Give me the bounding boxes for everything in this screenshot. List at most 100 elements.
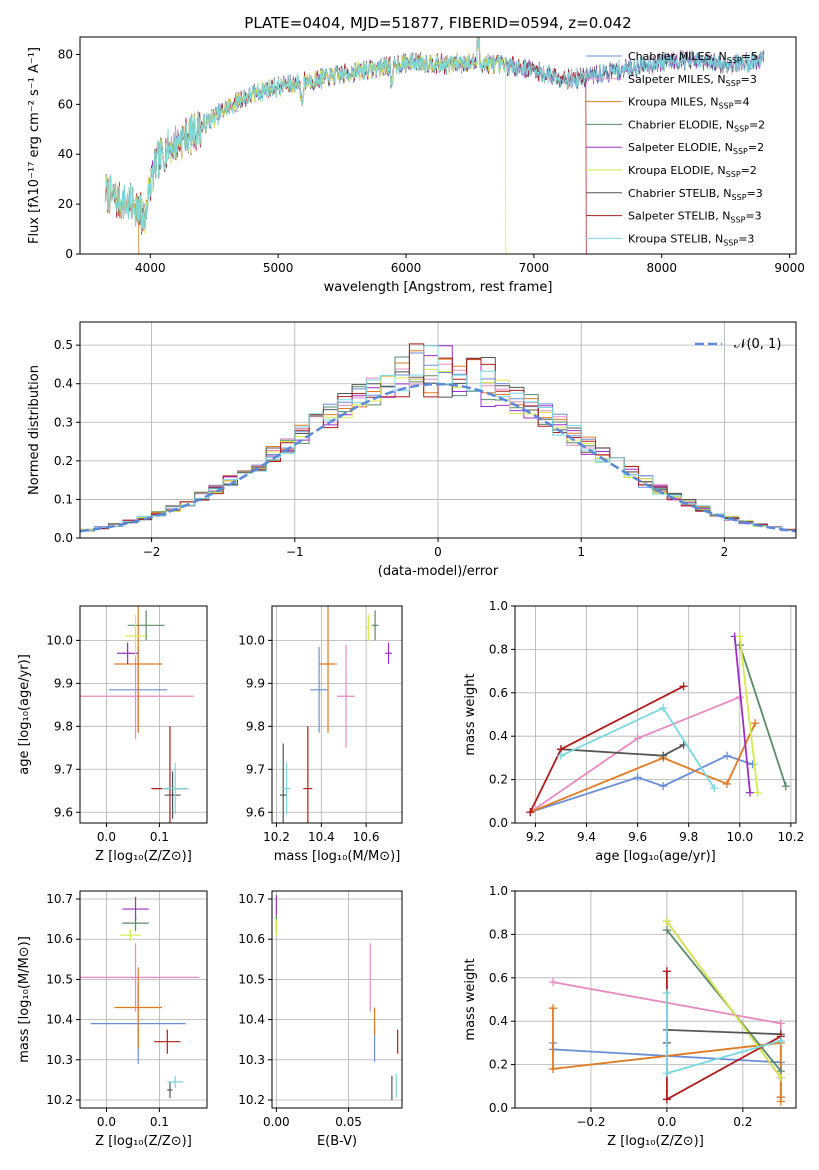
age-weight-xtick-label: 10.0 <box>726 830 753 844</box>
ebv-mass-ytick-label: 10.4 <box>238 1013 265 1027</box>
age-weight-series-line <box>529 722 756 813</box>
z-age-plot-area <box>80 606 194 823</box>
residuals-frame <box>79 321 797 539</box>
z-mass-xlabel: Z [log₁₀(Z/Z⊙)] <box>95 1134 192 1149</box>
spectrum-legend-label: Chabrier STELIB, NSSP=3 <box>628 187 763 202</box>
residuals-plot-area <box>80 343 796 533</box>
residuals-xtick-label: −2 <box>143 545 161 559</box>
age-weight-point-marker <box>633 734 642 743</box>
spectrum-legend-label: Chabrier ELODIE, NSSP=2 <box>628 118 765 133</box>
spectrum-plot-area <box>105 37 765 254</box>
z-mass-frame <box>79 890 208 1109</box>
age-weight-ytick-label: 0.2 <box>489 773 508 787</box>
z-weight-point-marker <box>776 1036 785 1045</box>
age-weight-point-marker <box>710 784 719 793</box>
spectrum-ytick-label: 40 <box>58 147 73 161</box>
z-age-ylabel: age [log₁₀(age/yr)] <box>17 654 32 775</box>
age-weight-xtick-label: 9.2 <box>526 830 545 844</box>
age-weight-ylabel: mass weight <box>463 673 478 755</box>
spectrum-legend-label: Kroupa MILES, NSSP=4 <box>628 96 750 111</box>
z-weight-series-line <box>666 971 782 1101</box>
mass-age-ytick-label: 10.0 <box>238 633 265 647</box>
mass-age-xtick-label: 10.4 <box>308 830 335 844</box>
age-weight-plot-area <box>526 632 790 817</box>
age-weight-point-marker <box>633 773 642 782</box>
normal-curve <box>80 382 796 533</box>
z-age-xtick-label: 0.0 <box>97 830 116 844</box>
age-weight-point-marker <box>659 703 668 712</box>
z-weight-xlabel: Z [log₁₀(Z/Z⊙)] <box>607 1134 704 1149</box>
residuals-ytick-label: 0.1 <box>54 492 73 506</box>
z-mass-xtick-label: 0.0 <box>97 1115 116 1129</box>
spectrum-xtick-label: 9000 <box>774 261 805 275</box>
ebv-mass-xtick-label: 0.00 <box>263 1115 290 1129</box>
ebv-mass-ytick-label: 10.2 <box>238 1093 265 1107</box>
ebv-mass-frame <box>271 890 403 1109</box>
z-weight-point-marker <box>776 1073 785 1082</box>
z-weight-ytick-label: 1.0 <box>489 884 508 898</box>
spectrum-ytick-label: 0 <box>65 247 73 261</box>
age-weight-xtick-label: 10.2 <box>778 830 805 844</box>
spectrum-ytick-label: 80 <box>58 47 73 61</box>
spectrum-legend-label: Salpeter ELODIE, NSSP=2 <box>628 141 764 156</box>
age-weight-point-marker <box>723 779 732 788</box>
spectrum-xtick-label: 6000 <box>391 261 422 275</box>
residuals-ytick-label: 0.4 <box>54 377 73 391</box>
age-weight-series-line <box>529 685 685 813</box>
spectrum-legend-label: Chabrier MILES, NSSP=5 <box>628 50 758 65</box>
ebv-mass-ytick-label: 10.7 <box>238 892 265 906</box>
z-weight-xtick-label: 0.0 <box>657 1115 676 1129</box>
z-weight-frame <box>514 890 797 1109</box>
z-weight-point-marker <box>662 917 671 926</box>
age-weight-frame <box>514 605 797 824</box>
mass-age-ytick-label: 9.9 <box>246 676 265 690</box>
age-weight-ytick-label: 0.6 <box>489 686 508 700</box>
residuals-ytick-label: 0.2 <box>54 454 73 468</box>
mass-age-xlabel: mass [log₁₀(M/M⊙)] <box>274 849 401 864</box>
z-mass-plot-area <box>80 897 200 1098</box>
age-weight-xtick-label: 9.8 <box>679 830 698 844</box>
age-weight-xtick-label: 9.6 <box>628 830 647 844</box>
age-weight-ytick-label: 1.0 <box>489 599 508 613</box>
spectrum-xtick-label: 7000 <box>519 261 550 275</box>
z-weight-ylabel: mass weight <box>463 958 478 1040</box>
z-mass-ytick-label: 10.3 <box>46 1053 73 1067</box>
z-weight-point-marker <box>776 1097 785 1106</box>
spectrum-frame <box>79 36 797 255</box>
z-mass-ylabel: mass [log₁₀(M/M⊙)] <box>17 936 32 1063</box>
z-weight-point-marker <box>662 926 671 935</box>
residuals-xtick-label: 1 <box>577 545 585 559</box>
spectrum-xtick-label: 5000 <box>263 261 294 275</box>
z-weight-xtick-label: 0.2 <box>733 1115 752 1129</box>
mass-age-frame <box>271 605 403 824</box>
z-mass-ytick-label: 10.6 <box>46 932 73 946</box>
spectrum-series-line <box>105 37 765 232</box>
z-weight-point-marker <box>548 978 557 987</box>
mass-age-plot-area <box>279 606 392 823</box>
age-weight-point-marker <box>746 788 755 797</box>
z-weight-point-marker <box>662 967 671 976</box>
ebv-mass-ytick-label: 10.6 <box>238 932 265 946</box>
z-weight-series-line <box>666 1028 781 1043</box>
z-mass-ytick-label: 10.4 <box>46 1013 73 1027</box>
residuals-ylabel: Normed distribution <box>27 365 42 495</box>
age-weight-ytick-label: 0.8 <box>489 642 508 656</box>
plots-layer: 4000 5000 6000 7000 8000 9000020406080wavelen… <box>17 36 805 1149</box>
z-age-ytick-label: 9.6 <box>54 805 73 819</box>
z-weight-point-marker <box>662 1095 671 1104</box>
ebv-mass-plot-area <box>275 895 399 1100</box>
age-weight-ytick-label: 0.0 <box>489 816 508 830</box>
residuals-xlabel: (data-model)/error <box>378 564 499 579</box>
ebv-mass-xlabel: E(B-V) <box>317 1134 357 1149</box>
z-mass-ytick-label: 10.7 <box>46 892 73 906</box>
age-weight-point-marker <box>735 632 744 641</box>
age-weight-point-marker <box>556 751 565 760</box>
z-mass-ytick-label: 10.2 <box>46 1093 73 1107</box>
residuals-xtick-label: 0 <box>434 545 442 559</box>
z-age-xtick-label: 0.1 <box>150 830 169 844</box>
age-weight-point-marker <box>753 788 762 797</box>
z-age-ytick-label: 10.0 <box>46 633 73 647</box>
residual-legend-label: 𝒩(0, 1) <box>734 337 781 352</box>
mass-age-xtick-label: 10.6 <box>353 830 380 844</box>
